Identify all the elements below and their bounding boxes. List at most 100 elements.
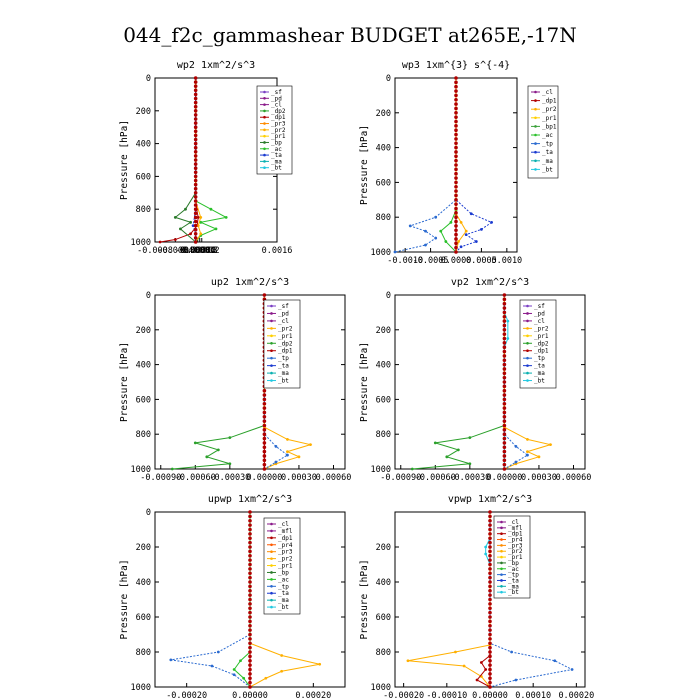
legend-marker <box>270 529 273 533</box>
profile-marker <box>454 115 458 119</box>
profile-marker <box>248 558 252 562</box>
profile-marker <box>193 129 198 134</box>
data-point <box>468 462 472 466</box>
data-point <box>553 659 557 663</box>
profile-marker <box>454 171 458 176</box>
legend-label: _bp <box>271 139 282 146</box>
profile-marker <box>454 211 458 215</box>
profile-marker <box>262 462 267 467</box>
profile-marker <box>502 293 507 297</box>
y-tick-label: 600 <box>376 178 391 188</box>
profile-marker <box>193 137 198 142</box>
profile-marker <box>502 436 507 441</box>
x-tick-label: 0.00000 <box>232 691 268 700</box>
profile-marker <box>193 117 198 121</box>
profile-marker <box>502 301 507 306</box>
data-point <box>239 659 242 663</box>
profile-marker <box>248 623 252 628</box>
legend-label: _ta <box>271 152 282 159</box>
panel-title: vp2 1xm^2/s^3 <box>451 277 529 288</box>
profile-marker <box>502 362 507 367</box>
profile-marker <box>488 685 492 689</box>
x-tick-label: -0.0008 <box>137 246 173 256</box>
profile-marker <box>454 163 458 167</box>
legend-label: _pr1 <box>508 554 523 561</box>
y-tick-label: 0 <box>146 291 151 301</box>
legend-label: _dp1 <box>508 531 523 538</box>
profile-marker <box>502 306 507 310</box>
profile-marker <box>262 401 267 406</box>
series-line <box>407 512 491 688</box>
data-point <box>184 207 187 211</box>
legend-marker <box>263 141 266 144</box>
profile-marker <box>193 236 198 240</box>
profile-marker <box>193 80 198 84</box>
y-tick-label: 800 <box>376 648 391 658</box>
data-point <box>424 229 427 233</box>
profile-marker <box>502 428 507 432</box>
profile-marker <box>193 223 198 228</box>
profile-marker <box>262 393 267 397</box>
profile-marker <box>502 410 507 415</box>
profile-marker <box>248 680 252 685</box>
profile-marker <box>248 641 252 646</box>
data-point <box>480 227 483 231</box>
y-tick-label: 800 <box>136 430 151 440</box>
legend-marker <box>500 567 503 571</box>
x-tick-label: 0.00004 <box>180 246 216 256</box>
legend-label: _pr1 <box>271 133 286 140</box>
profile-marker <box>454 89 458 93</box>
profile-marker <box>488 623 492 628</box>
y-tick-label: 1000 <box>371 683 391 693</box>
data-point <box>199 216 203 219</box>
data-point <box>439 229 443 233</box>
profile-marker <box>502 441 507 445</box>
legend-marker <box>534 90 537 94</box>
legend-marker <box>526 327 529 330</box>
data-point <box>189 220 192 224</box>
legend-label: _pr2 <box>278 556 293 563</box>
legend-marker <box>270 371 273 375</box>
y-tick-label: 0 <box>146 508 151 518</box>
profile-marker <box>488 510 492 514</box>
profile-marker <box>454 141 458 146</box>
profile-marker <box>502 445 507 450</box>
profile-marker <box>193 145 198 150</box>
data-point <box>537 455 541 459</box>
profile-marker <box>488 514 492 519</box>
profile-marker <box>193 100 198 105</box>
y-tick-label: 800 <box>376 430 391 440</box>
legend-marker <box>270 571 273 574</box>
legend-marker <box>534 125 537 128</box>
profile-marker <box>248 672 252 676</box>
legend-label: _ma <box>542 158 553 165</box>
profile-marker <box>248 637 252 641</box>
profile-marker <box>193 121 198 125</box>
x-tick-label: -0.00060 <box>415 473 456 483</box>
y-tick-label: 200 <box>376 326 391 336</box>
x-tick-label: 0.00010 <box>515 691 551 700</box>
y-tick-label: 600 <box>136 395 151 405</box>
y-tick-label: 800 <box>136 648 151 658</box>
profile-marker <box>454 80 458 85</box>
profile-marker <box>248 628 252 632</box>
profile-marker <box>502 336 507 341</box>
profile-marker <box>502 388 507 393</box>
profile-marker <box>248 567 252 571</box>
x-tick-label: -0.00020 <box>383 691 424 700</box>
legend-label: _bt <box>508 589 519 596</box>
profile-marker <box>262 428 267 432</box>
series-line <box>170 512 251 688</box>
y-axis-label: Pressure [hPa] <box>359 559 370 639</box>
profile-marker <box>488 536 492 541</box>
x-tick-label: 0.0005 <box>466 256 497 266</box>
profile-marker <box>488 527 492 532</box>
data-point <box>232 668 236 671</box>
x-tick-label: 0.00012 <box>184 246 220 256</box>
legend-marker <box>263 122 266 125</box>
legend-label: _cl <box>534 318 545 325</box>
legend-label: _bt <box>271 165 282 172</box>
legend-label: _ma <box>278 370 289 377</box>
legend-marker <box>526 319 529 323</box>
data-point <box>457 240 460 243</box>
